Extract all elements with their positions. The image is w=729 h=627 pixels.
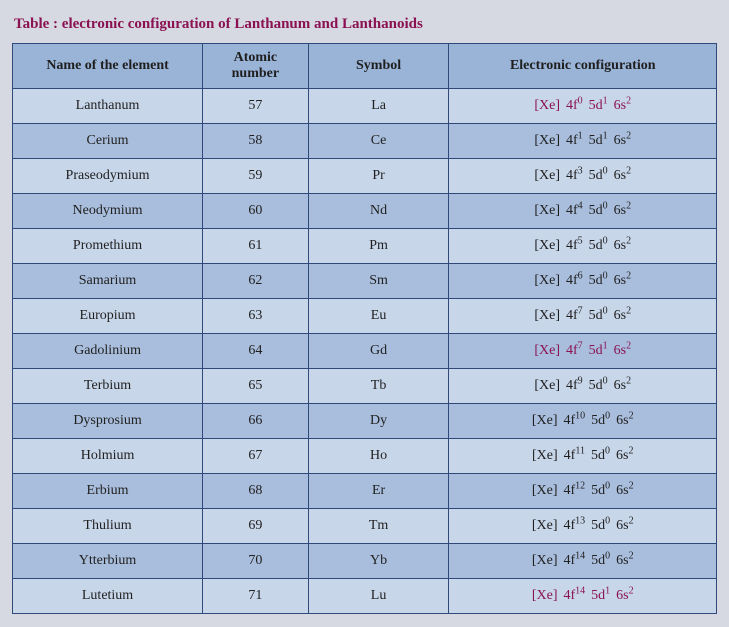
cell-electronic-configuration: [Xe]4f125d06s2 [449,474,717,509]
cell-atomic-number: 63 [203,299,309,334]
cell-atomic-number: 60 [203,194,309,229]
cell-name: Lutetium [13,579,203,614]
table-row: Neodymium60Nd[Xe]4f45d06s2 [13,194,717,229]
col-atomic: Atomicnumber [203,44,309,89]
cell-symbol: Dy [308,404,449,439]
cell-atomic-number: 65 [203,369,309,404]
table-row: Ytterbium70Yb[Xe]4f145d06s2 [13,544,717,579]
lanthanoid-table: Name of the element Atomicnumber Symbol … [12,43,717,614]
table-body: Lanthanum57La[Xe]4f05d16s2Cerium58Ce[Xe]… [13,89,717,614]
cell-electronic-configuration: [Xe]4f75d16s2 [449,334,717,369]
cell-atomic-number: 61 [203,229,309,264]
table-row: Praseodymium59Pr[Xe]4f35d06s2 [13,159,717,194]
cell-electronic-configuration: [Xe]4f35d06s2 [449,159,717,194]
cell-name: Praseodymium [13,159,203,194]
header-row: Name of the element Atomicnumber Symbol … [13,44,717,89]
cell-atomic-number: 68 [203,474,309,509]
cell-electronic-configuration: [Xe]4f95d06s2 [449,369,717,404]
col-config: Electronic configuration [449,44,717,89]
cell-name: Dysprosium [13,404,203,439]
cell-atomic-number: 62 [203,264,309,299]
cell-electronic-configuration: [Xe]4f55d06s2 [449,229,717,264]
cell-symbol: Er [308,474,449,509]
table-row: Gadolinium64Gd[Xe]4f75d16s2 [13,334,717,369]
cell-atomic-number: 64 [203,334,309,369]
cell-atomic-number: 59 [203,159,309,194]
table-row: Lanthanum57La[Xe]4f05d16s2 [13,89,717,124]
cell-symbol: Ce [308,124,449,159]
cell-atomic-number: 57 [203,89,309,124]
table-row: Cerium58Ce[Xe]4f15d16s2 [13,124,717,159]
col-name: Name of the element [13,44,203,89]
cell-electronic-configuration: [Xe]4f45d06s2 [449,194,717,229]
cell-name: Thulium [13,509,203,544]
cell-symbol: Tb [308,369,449,404]
cell-electronic-configuration: [Xe]4f75d06s2 [449,299,717,334]
col-atomic-label: Atomicnumber [232,50,279,81]
table-title: Table : electronic configuration of Lant… [14,16,715,33]
cell-symbol: Lu [308,579,449,614]
table-row: Promethium61Pm[Xe]4f55d06s2 [13,229,717,264]
table-row: Europium63Eu[Xe]4f75d06s2 [13,299,717,334]
cell-name: Neodymium [13,194,203,229]
cell-electronic-configuration: [Xe]4f05d16s2 [449,89,717,124]
cell-symbol: Gd [308,334,449,369]
cell-electronic-configuration: [Xe]4f105d06s2 [449,404,717,439]
cell-atomic-number: 67 [203,439,309,474]
cell-name: Holmium [13,439,203,474]
cell-electronic-configuration: [Xe]4f65d06s2 [449,264,717,299]
cell-electronic-configuration: [Xe]4f115d06s2 [449,439,717,474]
table-row: Lutetium71Lu[Xe]4f145d16s2 [13,579,717,614]
table-row: Thulium69Tm[Xe]4f135d06s2 [13,509,717,544]
cell-symbol: Tm [308,509,449,544]
cell-name: Promethium [13,229,203,264]
cell-symbol: Sm [308,264,449,299]
cell-name: Erbium [13,474,203,509]
table-row: Samarium62Sm[Xe]4f65d06s2 [13,264,717,299]
cell-symbol: Yb [308,544,449,579]
cell-atomic-number: 66 [203,404,309,439]
cell-symbol: Pm [308,229,449,264]
cell-name: Cerium [13,124,203,159]
cell-electronic-configuration: [Xe]4f145d06s2 [449,544,717,579]
cell-name: Gadolinium [13,334,203,369]
table-row: Erbium68Er[Xe]4f125d06s2 [13,474,717,509]
cell-name: Europium [13,299,203,334]
cell-name: Samarium [13,264,203,299]
cell-electronic-configuration: [Xe]4f145d16s2 [449,579,717,614]
cell-atomic-number: 71 [203,579,309,614]
table-row: Terbium65Tb[Xe]4f95d06s2 [13,369,717,404]
table-row: Holmium67Ho[Xe]4f115d06s2 [13,439,717,474]
cell-symbol: Nd [308,194,449,229]
cell-atomic-number: 58 [203,124,309,159]
cell-electronic-configuration: [Xe]4f135d06s2 [449,509,717,544]
table-row: Dysprosium66Dy[Xe]4f105d06s2 [13,404,717,439]
cell-symbol: Pr [308,159,449,194]
cell-symbol: La [308,89,449,124]
cell-atomic-number: 70 [203,544,309,579]
cell-name: Ytterbium [13,544,203,579]
cell-name: Terbium [13,369,203,404]
cell-symbol: Eu [308,299,449,334]
cell-electronic-configuration: [Xe]4f15d16s2 [449,124,717,159]
col-symbol: Symbol [308,44,449,89]
cell-symbol: Ho [308,439,449,474]
cell-atomic-number: 69 [203,509,309,544]
cell-name: Lanthanum [13,89,203,124]
